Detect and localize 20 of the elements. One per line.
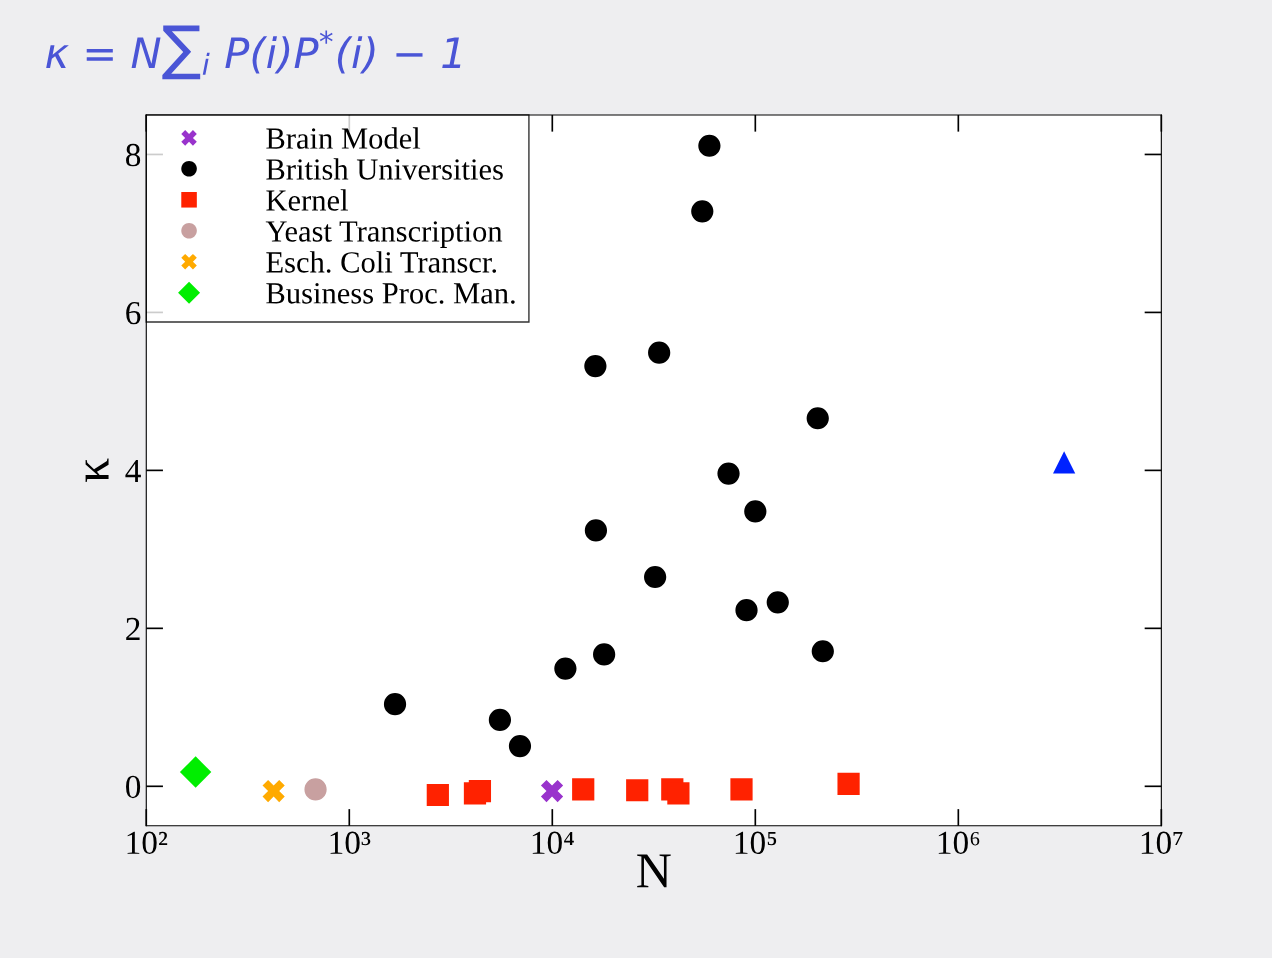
y-tick-label: 8 — [126, 143, 141, 167]
legend-label: Brain Model — [266, 127, 421, 149]
legend-label: Yeast Transcription — [265, 221, 503, 248]
y-tick-label: 6 — [126, 301, 141, 325]
x-tick-label: 10² — [127, 831, 168, 855]
legend-label: British Universities — [266, 158, 503, 180]
x-axis-title: N — [637, 854, 671, 888]
x-tick-label: 10⁶ — [938, 831, 980, 855]
legend-label: Business Proc. Man. — [266, 283, 515, 304]
y-tick-label: 4 — [125, 460, 141, 482]
legend-label: Esch. Coli Transcr. — [266, 251, 497, 273]
y-tick-label: 0 — [126, 775, 141, 799]
y-tick-label: 2 — [126, 617, 140, 640]
x-tick-label: 10⁷ — [1141, 831, 1183, 855]
legend-label: Kernel — [266, 189, 348, 211]
x-tick-label: 10⁵ — [735, 831, 777, 855]
x-tick-label: 10⁴ — [532, 831, 574, 855]
y-axis-title: κ — [85, 458, 109, 483]
x-tick-label: 10³ — [330, 831, 371, 855]
chart-title: κ = N∑$_{i}$ P(i)P$^{*}$(i) − 1 — [46, 25, 461, 80]
